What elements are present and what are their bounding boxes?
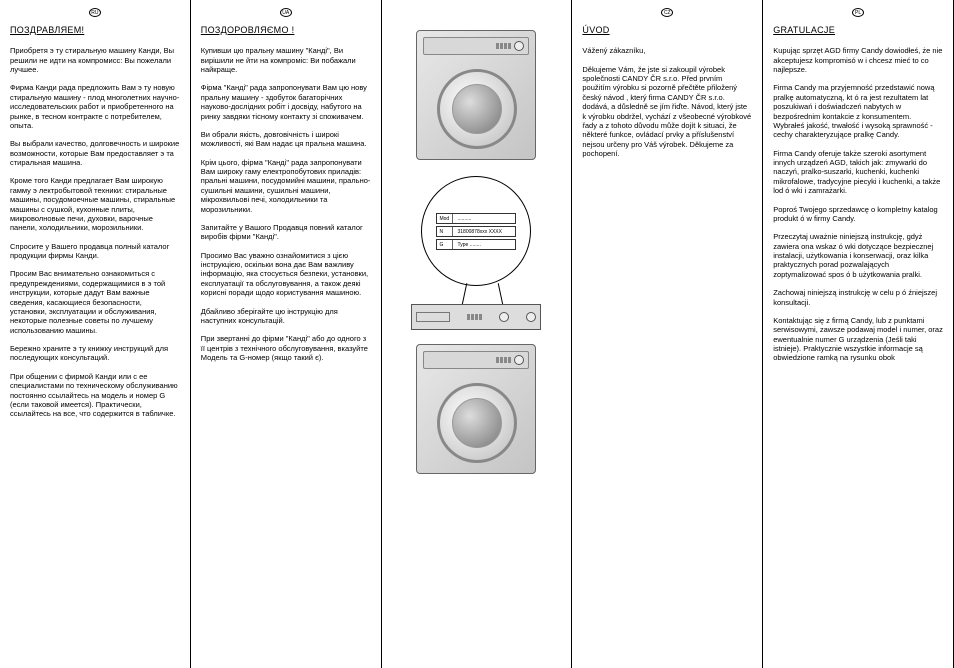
para: Просим Вас внимательно ознакомиться с пр…	[10, 269, 180, 335]
para: Firma Candy oferuje także szeroki asorty…	[773, 149, 943, 196]
column-ua: UA ПОЗДОРОВЛЯЄМО ! Купивши цю пральну ма…	[191, 0, 382, 668]
para: Запитайте у Вашого Продавця повний катал…	[201, 223, 371, 242]
washer-buttons	[496, 43, 511, 49]
washer-illustration-top	[416, 30, 536, 160]
para: Дбайливо зберігайте цю інструкцію для на…	[201, 307, 371, 326]
lang-badge-ru: RU	[89, 8, 101, 17]
para: Děkujeme Vám, že jste si zakoupil výrobe…	[582, 65, 752, 159]
para: Крім цього, фірма "Канді" рада запропону…	[201, 158, 371, 214]
para: Приобретя э ту стиральную машину Канди, …	[10, 46, 180, 74]
label-val: ..........	[457, 214, 471, 223]
mini-label-icon	[416, 312, 450, 322]
control-panel-strip	[411, 304, 541, 330]
para: Вы выбрали качество, долговечность и шир…	[10, 139, 180, 167]
label-val: Type ........	[457, 240, 480, 249]
heading-ru: ПОЗДРАВЛЯЕМ!	[10, 25, 180, 36]
washer-door-icon	[437, 383, 517, 463]
para: Бережно храните э ту книжку инструкций д…	[10, 344, 180, 363]
washer-illustration-bottom	[416, 344, 536, 474]
washer-body	[416, 344, 536, 474]
washer-control-panel	[423, 351, 529, 369]
para: Просимо Вас уважно ознайомитися з цією і…	[201, 251, 371, 298]
washer-door-icon	[437, 69, 517, 149]
para: Фірма "Канді" рада запропонувати Вам цю …	[201, 83, 371, 121]
mini-knob-icon	[499, 312, 509, 322]
washer-knob-icon	[514, 41, 524, 51]
magnifier-circle-icon: Mod .......... N 31800878xxx XXXX G Type…	[421, 176, 531, 286]
column-images: Mod .......... N 31800878xxx XXXX G Type…	[382, 0, 573, 668]
column-ru: RU ПОЗДРАВЛЯЕМ! Приобретя э ту стиральну…	[0, 0, 191, 668]
para: Спросите у Вашего продавца полный катало…	[10, 242, 180, 261]
para: Firma Candy ma przyjemność przedstawić n…	[773, 83, 943, 139]
heading-cz: ÚVOD	[582, 25, 752, 36]
para: Ви обрали якість, довговічність і широкі…	[201, 130, 371, 149]
para: Poproś Twojego sprzedawcę o kompletny ka…	[773, 205, 943, 224]
heading-ua: ПОЗДОРОВЛЯЄМО !	[201, 25, 371, 36]
label-key: G	[439, 240, 453, 249]
mini-knob-icon	[526, 312, 536, 322]
column-pl: PL GRATULACJE Kupując sprzęt AGD firmy C…	[763, 0, 954, 668]
para: Фирма Канди рада предложить Вам э ту нов…	[10, 83, 180, 130]
washer-body	[416, 30, 536, 160]
mini-buttons	[467, 314, 482, 320]
text: Фирма Канди рада предложить Вам э ту нов…	[10, 83, 179, 130]
para: При звертанні до фірми "Канді" або до од…	[201, 334, 371, 362]
washer-buttons	[496, 357, 511, 363]
label-row-mod: Mod ..........	[436, 213, 516, 224]
rating-plate-magnifier: Mod .......... N 31800878xxx XXXX G Type…	[411, 176, 541, 306]
lang-badge-cz: CZ	[661, 8, 673, 17]
washer-knob-icon	[514, 355, 524, 365]
lang-badge-ua: UA	[280, 8, 292, 17]
washer-control-panel	[423, 37, 529, 55]
para: Kupując sprzęt AGD firmy Candy dowiodłeś…	[773, 46, 943, 74]
para: Купивши цю пральну машину "Канді", Ви ви…	[201, 46, 371, 74]
para: Кроме того Канди предлагает Вам широкую …	[10, 176, 180, 232]
label-val: 31800878xxx XXXX	[457, 227, 501, 236]
heading-pl: GRATULACJE	[773, 25, 943, 36]
label-key: Mod	[439, 214, 453, 223]
label-row-n: N 31800878xxx XXXX	[436, 226, 516, 237]
lang-badge-pl: PL	[852, 8, 864, 17]
para: Przeczytaj uważnie niniejszą instrukcję,…	[773, 232, 943, 279]
column-cz: CZ ÚVOD Vážený zákazníku, Děkujeme Vám, …	[572, 0, 763, 668]
label-row-g: G Type ........	[436, 239, 516, 250]
label-key: N	[439, 227, 453, 236]
para: При общении с фирмой Канди или с ее спец…	[10, 372, 180, 419]
para: Kontaktując się z firmą Candy, lub z pun…	[773, 316, 943, 363]
para: Vážený zákazníku,	[582, 46, 752, 55]
para: Zachowaj niniejszą instrukcję w celu p ó…	[773, 288, 943, 307]
